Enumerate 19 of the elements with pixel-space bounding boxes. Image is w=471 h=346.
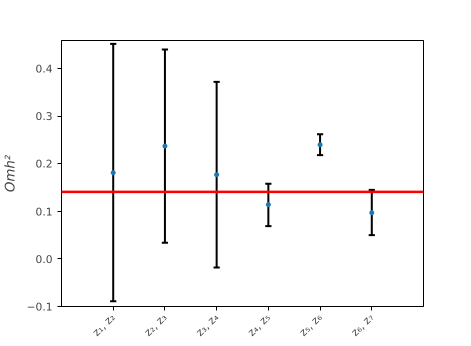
x-tick-label: z₄, z₅: [245, 310, 273, 339]
y-tick-label: 0.2: [36, 158, 53, 171]
x-tick-label: z₁, z₂: [90, 310, 118, 339]
x-tick-label: z₂, z₃: [142, 310, 170, 339]
y-tick-label: 0.0: [36, 252, 53, 266]
y-axis-title: Omh²: [4, 154, 19, 192]
point: [318, 142, 323, 148]
point: [369, 210, 374, 216]
x-tick-label: z₆, z₇: [348, 310, 376, 339]
y-tick-label: 0.4: [36, 62, 53, 76]
point: [162, 144, 168, 149]
point: [110, 170, 116, 176]
x-tick-label: z₃, z₄: [193, 310, 222, 339]
point: [266, 202, 271, 208]
y-tick-label: 0.1: [36, 205, 53, 218]
y-tick-label: −0.1: [26, 300, 53, 314]
point: [214, 172, 220, 178]
y-tick-label: 0.3: [36, 110, 53, 124]
x-tick-label: z₅, z₆: [296, 310, 325, 339]
